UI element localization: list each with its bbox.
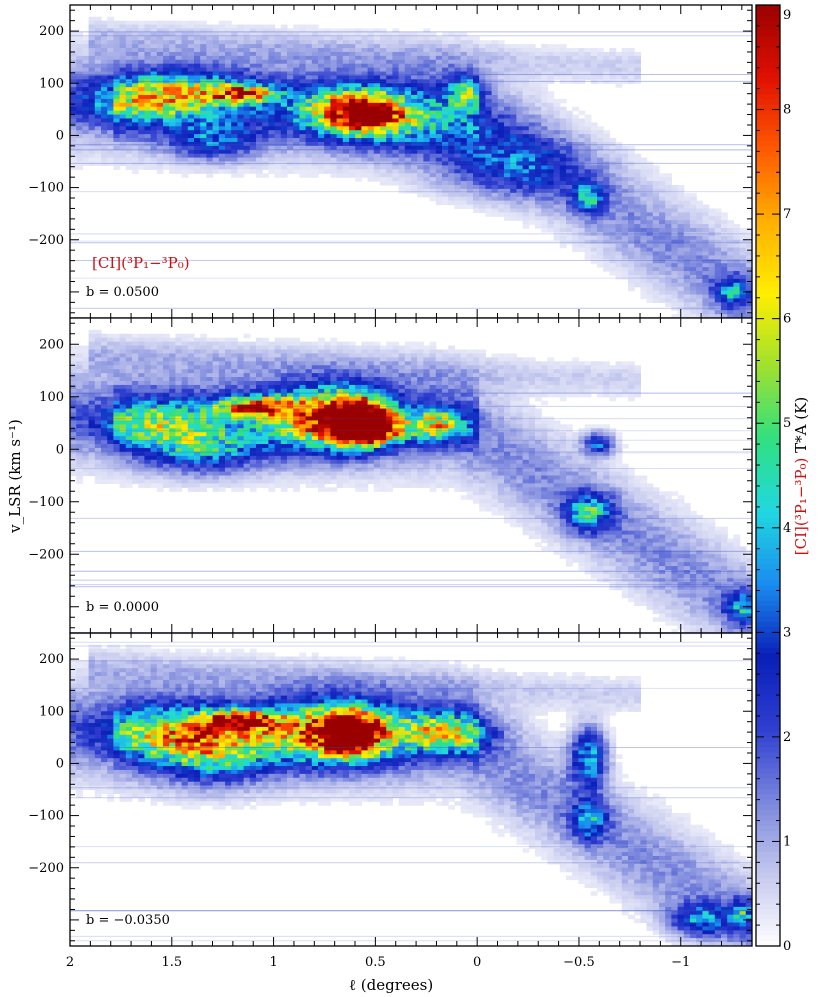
heatmap-panel-2 bbox=[70, 318, 752, 633]
colorbar-title: [CI](³P₁−³P₀) T*A (K) bbox=[792, 397, 810, 555]
colorbar-tick-label: 5 bbox=[783, 416, 791, 431]
panel-3: 200 100 0 −100 −200 b = −0.0350 bbox=[28, 632, 753, 947]
x-tick-label: 1.5 bbox=[161, 955, 182, 970]
panel-latitude-label: b = −0.0350 bbox=[86, 913, 170, 928]
x-tick-label: 0 bbox=[473, 955, 481, 970]
colorbar-tick-label: 4 bbox=[783, 521, 791, 536]
x-axis-title: ℓ (degrees) bbox=[349, 976, 433, 994]
y-axis-title: v_LSR (km s⁻¹) bbox=[6, 419, 24, 534]
x-tick-label: 2 bbox=[66, 955, 74, 970]
x-tick-label: 1 bbox=[269, 955, 277, 970]
line-annotation: [CI](³P₁−³P₀) bbox=[92, 254, 190, 272]
colorbar: 0 1 2 3 4 5 6 7 8 9 [CI](³P₁−³P₀) T*A (K) bbox=[755, 4, 810, 954]
heatmap-panel-3 bbox=[70, 633, 752, 946]
panel-1: 200 100 0 −100 −200 b = 0.0500 bbox=[28, 4, 753, 319]
y-tick-label: −200 bbox=[28, 547, 64, 562]
y-tick-label: −100 bbox=[28, 495, 64, 510]
colorbar-tick-label: 7 bbox=[783, 207, 791, 222]
colorbar-tick-label: 2 bbox=[783, 730, 791, 745]
colorbar-frame bbox=[755, 4, 781, 947]
panel-frame bbox=[69, 632, 753, 947]
panels: 200 100 0 −100 −200 b = 0.0500 200 100 0 −100 −200… bbox=[28, 4, 753, 947]
y-tick-label: 100 bbox=[39, 390, 64, 405]
y-tick-label: −100 bbox=[28, 809, 64, 824]
y-tick-label: 200 bbox=[39, 337, 64, 352]
y-tick-label: 0 bbox=[56, 756, 64, 771]
y-tick-label: −100 bbox=[28, 181, 64, 196]
colorbar-tick-label: 6 bbox=[783, 312, 791, 327]
panel-2: 200 100 0 −100 −200 b = 0.0000 bbox=[28, 317, 753, 634]
colorbar-tick-label: 3 bbox=[783, 625, 791, 640]
y-tick-label: 0 bbox=[56, 128, 64, 143]
panel-latitude-label: b = 0.0500 bbox=[86, 285, 159, 300]
axis-labels: [CI](³P₁−³P₀) 2 1.5 1 0.5 0 −0.5 −1 ℓ (degrees) v… bbox=[6, 254, 690, 994]
y-tick-label: 100 bbox=[39, 704, 64, 719]
colorbar-tick-label: 0 bbox=[783, 939, 791, 954]
y-tick-label: −200 bbox=[28, 861, 64, 876]
colorbar-tick-label: 9 bbox=[783, 8, 791, 23]
y-tick-label: 0 bbox=[56, 442, 64, 457]
panel-latitude-label: b = 0.0000 bbox=[86, 600, 159, 615]
x-tick-label: −1 bbox=[671, 955, 690, 970]
x-tick-label: −0.5 bbox=[563, 955, 595, 970]
y-tick-label: 200 bbox=[39, 652, 64, 667]
y-tick-label: 200 bbox=[39, 24, 64, 39]
y-tick-label: −200 bbox=[28, 233, 64, 248]
x-tick-label: 0.5 bbox=[365, 955, 386, 970]
y-tick-label: 100 bbox=[39, 76, 64, 91]
heatmap-panel-1 bbox=[70, 5, 752, 318]
colorbar-tick-label: 8 bbox=[783, 103, 791, 118]
colorbar-tick-label: 1 bbox=[783, 834, 791, 849]
